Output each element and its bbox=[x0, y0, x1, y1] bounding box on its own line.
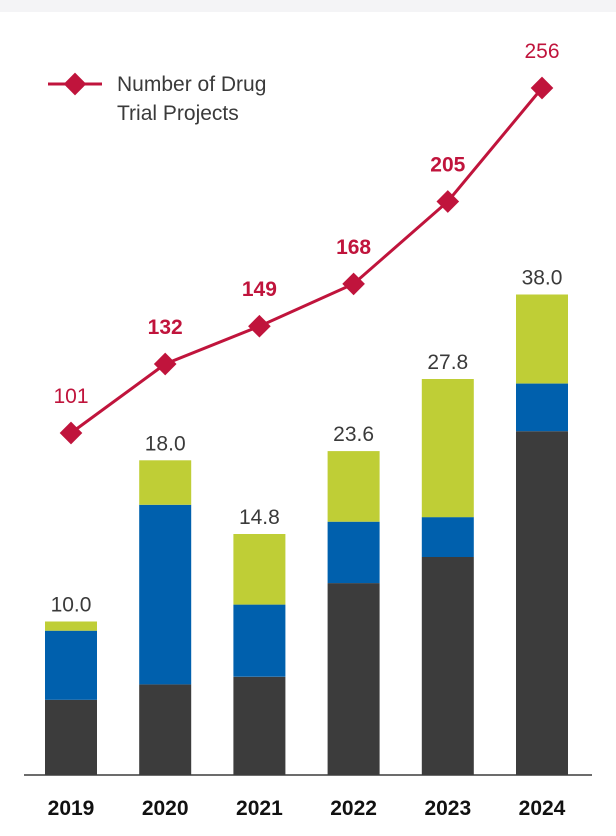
year-label-2019: 2019 bbox=[48, 797, 95, 820]
trial-projects-line bbox=[70, 87, 544, 435]
total-label-2021: 14.8 bbox=[239, 506, 280, 529]
bar-segment-2019-1 bbox=[45, 699, 97, 775]
line-marker-2022 bbox=[342, 272, 365, 296]
bar-segment-2023-1 bbox=[421, 557, 474, 775]
bar-segment-2020-3 bbox=[139, 460, 192, 505]
bar-segment-2022-1 bbox=[327, 583, 380, 775]
line-label-2022: 168 bbox=[336, 236, 371, 259]
bar-segment-2022-2 bbox=[327, 521, 380, 584]
year-label-2021: 2021 bbox=[236, 797, 283, 820]
total-label-2019: 10.0 bbox=[51, 594, 92, 617]
bar-segment-2024-2 bbox=[516, 383, 568, 432]
line-label-2023: 205 bbox=[430, 154, 465, 177]
total-label-2022: 23.6 bbox=[333, 423, 374, 446]
bar-segment-2020-2 bbox=[139, 504, 192, 685]
bar-group bbox=[45, 294, 568, 775]
line-label-2019: 101 bbox=[53, 385, 88, 408]
year-label-2020: 2020 bbox=[142, 797, 189, 820]
year-label-2022: 2022 bbox=[330, 797, 377, 820]
line-label-2021: 149 bbox=[242, 278, 277, 301]
line-marker-2019 bbox=[59, 421, 83, 445]
bar-segment-2024-1 bbox=[516, 431, 568, 775]
line-label-group: 101 132 149 168 205 256 bbox=[53, 40, 559, 408]
legend-label-line2: Trial Projects bbox=[117, 102, 239, 125]
legend: Number of Drug Trial Projects bbox=[48, 72, 266, 125]
bar-segment-2021-2 bbox=[233, 604, 286, 677]
total-label-2023: 27.8 bbox=[427, 351, 468, 374]
bar-segment-2021-1 bbox=[233, 676, 286, 775]
bar-segment-2020-1 bbox=[139, 684, 192, 775]
total-label-2020: 18.0 bbox=[145, 432, 186, 455]
line-label-2024: 256 bbox=[524, 40, 559, 63]
bar-segment-2021-3 bbox=[233, 534, 286, 605]
bar-segment-2019-3 bbox=[45, 621, 97, 631]
bar-segment-2019-2 bbox=[45, 630, 97, 700]
top-strip bbox=[0, 0, 616, 12]
line-marker-2020 bbox=[153, 352, 177, 376]
bar-segment-2023-2 bbox=[421, 517, 474, 557]
year-label-2023: 2023 bbox=[424, 797, 471, 820]
bar-segment-2023-3 bbox=[421, 379, 474, 518]
bar-segment-2024-3 bbox=[516, 294, 568, 384]
bar-segment-2022-3 bbox=[327, 451, 380, 522]
line-label-2020: 132 bbox=[148, 316, 183, 339]
legend-diamond-icon bbox=[63, 72, 87, 96]
line-marker-2024 bbox=[530, 76, 554, 100]
year-label-2024: 2024 bbox=[519, 797, 566, 820]
legend-label-line1: Number of Drug bbox=[117, 73, 266, 96]
year-label-group: 2019 2020 2021 2022 2023 2024 bbox=[48, 797, 566, 820]
total-label-group: 10.0 18.0 14.8 23.6 27.8 38.0 bbox=[51, 267, 563, 617]
marker-group bbox=[59, 76, 554, 445]
total-label-2024: 38.0 bbox=[522, 267, 563, 290]
line-marker-2021 bbox=[248, 314, 271, 338]
